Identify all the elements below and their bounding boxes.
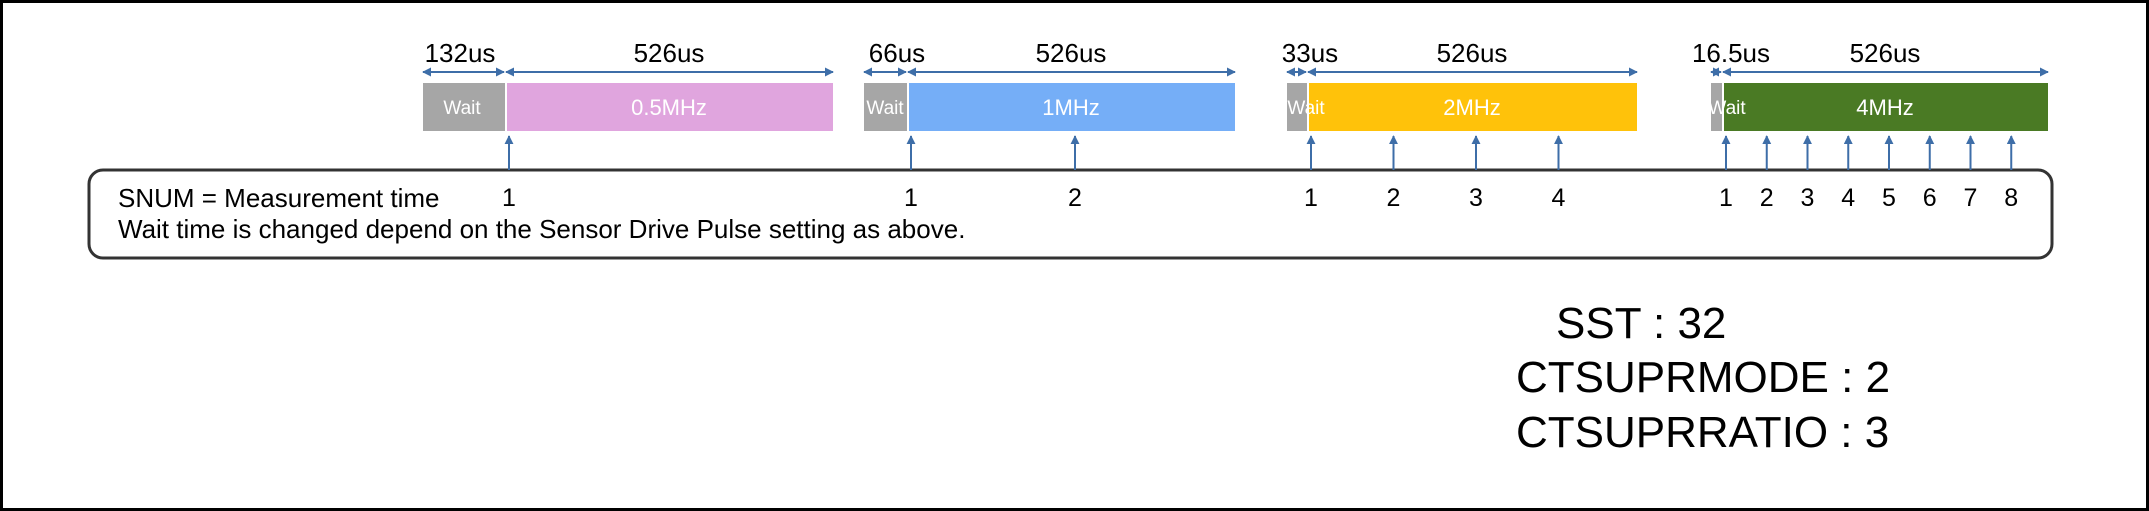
measurement-number: 1 <box>904 184 918 212</box>
measurement-number: 4 <box>1841 184 1855 212</box>
measurement-number: 5 <box>1882 184 1896 212</box>
wait-block <box>1287 83 1307 131</box>
drive-time-label: 526us <box>1036 38 1107 68</box>
drive-time-label: 526us <box>1437 38 1508 68</box>
drive-pulse-bar <box>507 83 833 131</box>
measurement-number: 2 <box>1760 184 1774 212</box>
note-line-1: SNUM = Measurement time <box>118 183 439 213</box>
drive-group: Wait 0.5MHz 132us 526us 1 <box>422 38 834 212</box>
wait-time-label: 132us <box>425 38 496 68</box>
frequency-label: 1MHz <box>1042 95 1099 120</box>
drive-group: Wait 4MHz 16.5us 526us 1 2 3 4 5 6 7 8 <box>1692 38 2049 212</box>
frequency-label: 2MHz <box>1443 95 1500 120</box>
wait-block <box>1711 83 1722 131</box>
wait-label: Wait <box>1287 98 1325 119</box>
wait-time-label: 66us <box>869 38 925 68</box>
measurement-number: 2 <box>1387 184 1401 212</box>
wait-block <box>864 83 907 131</box>
measurement-number: 3 <box>1801 184 1815 212</box>
drive-time-label: 526us <box>1850 38 1921 68</box>
drive-pulse-bar <box>1309 83 1637 131</box>
drive-pulse-bar <box>1724 83 2048 131</box>
frequency-label: 0.5MHz <box>631 95 707 120</box>
measurement-number: 1 <box>1304 184 1318 212</box>
note-line-2: Wait time is changed depend on the Senso… <box>118 214 965 244</box>
frequency-label: 4MHz <box>1856 95 1913 120</box>
note-box <box>87 168 2054 260</box>
drive-group: Wait 1MHz 66us 526us 1 2 <box>863 38 1236 212</box>
measurement-number: 4 <box>1552 184 1566 212</box>
drive-time-label: 526us <box>634 38 705 68</box>
drive-pulse-bar <box>909 83 1235 131</box>
measurement-number: 6 <box>1923 184 1937 212</box>
measurement-number: 8 <box>2004 184 2018 212</box>
measurement-number: 7 <box>1964 184 1978 212</box>
wait-label: Wait <box>866 98 904 119</box>
wait-label: Wait <box>443 98 481 119</box>
wait-label: Wait <box>1708 98 1746 119</box>
wait-block <box>423 83 505 131</box>
wait-time-label: 16.5us <box>1692 38 1770 68</box>
ctsuprmode-setting: CTSUPRMODE : 2 <box>1516 353 1891 402</box>
wait-time-label: 33us <box>1282 38 1338 68</box>
drive-group: Wait 2MHz 33us 526us 1 2 3 4 <box>1282 38 1638 212</box>
measurement-number: 3 <box>1469 184 1483 212</box>
measurement-number: 2 <box>1068 184 1082 212</box>
sst-setting: SST : 32 <box>1556 299 1727 348</box>
measurement-number: 1 <box>1719 184 1733 212</box>
measurement-number: 1 <box>502 184 516 212</box>
ctsuprratio-setting: CTSUPRRATIO : 3 <box>1516 408 1890 457</box>
